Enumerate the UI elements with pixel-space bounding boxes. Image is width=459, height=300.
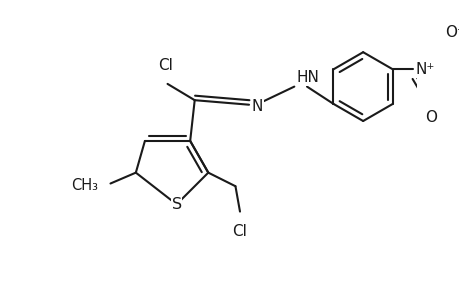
Text: HN: HN [296,70,318,85]
Text: Cl: Cl [232,224,247,239]
Text: Cl: Cl [158,58,173,73]
Text: S: S [171,197,181,212]
Text: N⁺: N⁺ [414,62,434,77]
Text: O⁻: O⁻ [444,26,459,40]
Text: N: N [251,99,263,114]
Text: CH₃: CH₃ [71,178,98,193]
Text: O: O [424,110,436,125]
